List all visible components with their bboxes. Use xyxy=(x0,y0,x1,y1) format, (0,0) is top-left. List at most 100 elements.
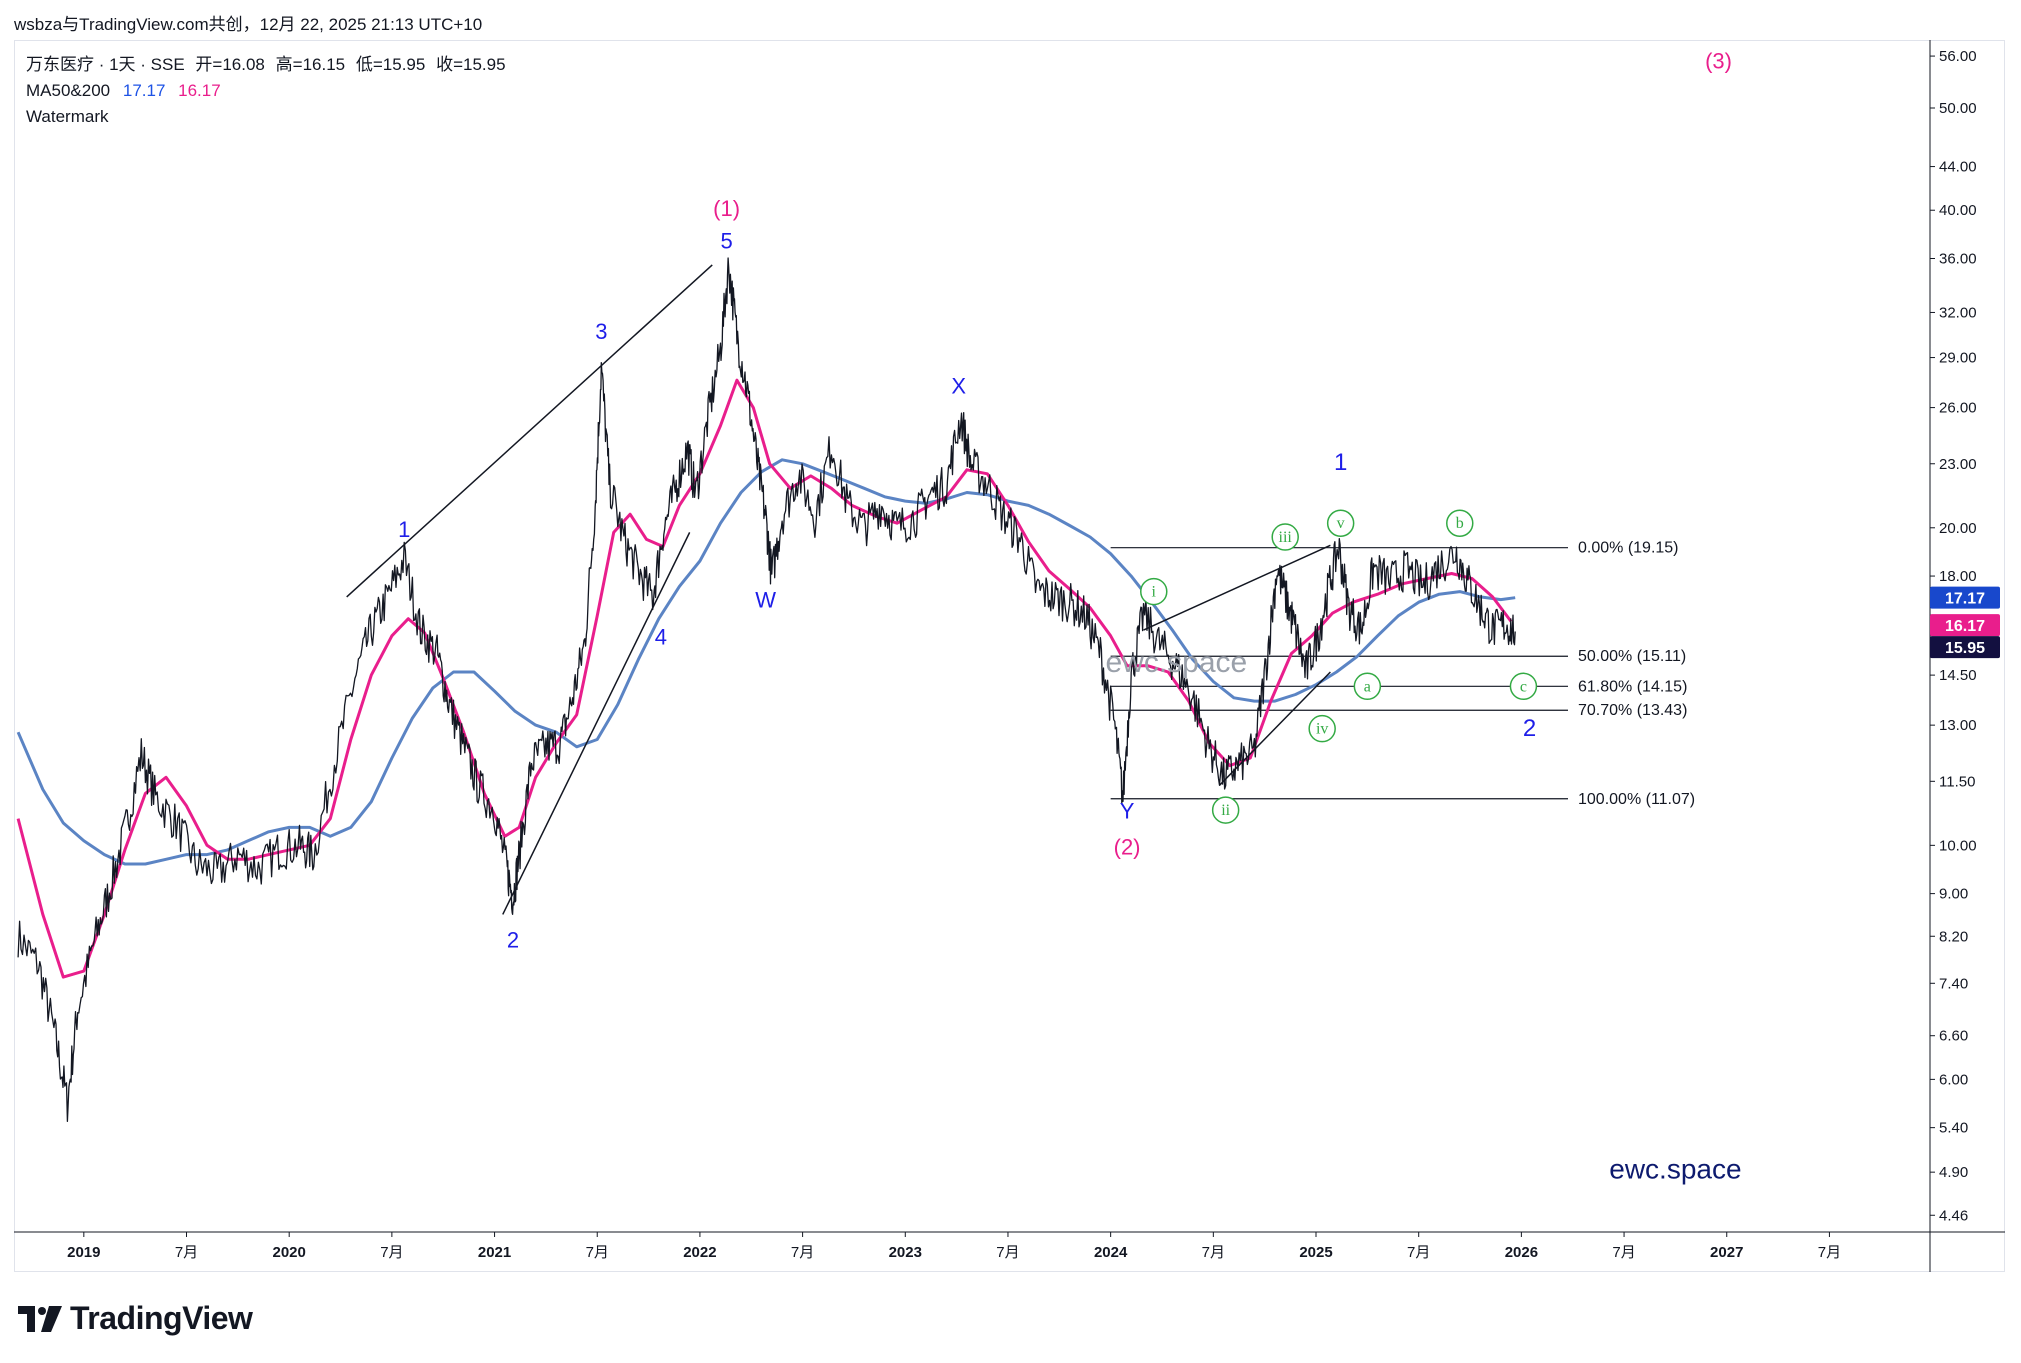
price-badge-label: 17.17 xyxy=(1945,591,1985,608)
time-tick-label: 7月 xyxy=(791,1244,814,1261)
wave-label: (1) xyxy=(713,196,740,221)
wave-circle xyxy=(1211,796,1240,824)
tradingview-brand[interactable]: TradingView xyxy=(18,1300,253,1337)
time-tick-label: 7月 xyxy=(996,1244,1019,1261)
time-tick-label: 2026 xyxy=(1505,1244,1538,1261)
time-tick-label: 7月 xyxy=(1818,1244,1841,1261)
wave-circle-label: ii xyxy=(1221,802,1230,819)
watermark-row[interactable]: Watermark xyxy=(26,104,506,130)
price-tick-label: 14.50 xyxy=(1939,667,1977,684)
wedge-lines-layer xyxy=(346,264,1331,915)
price-tick-label: 4.90 xyxy=(1939,1164,1968,1181)
low-value: 低=15.95 xyxy=(355,55,426,74)
price-tick-label: 4.46 xyxy=(1939,1207,1968,1224)
price-tick-label: 18.00 xyxy=(1939,568,1977,585)
wave-circle xyxy=(1308,714,1336,743)
fib-level-label: 0.00% (19.15) xyxy=(1578,540,1679,557)
wave-label: (2) xyxy=(1114,835,1141,860)
time-tick-label: 2025 xyxy=(1299,1244,1332,1261)
fib-level-label: 61.80% (14.15) xyxy=(1578,678,1687,695)
wedge-trend-line xyxy=(502,532,691,915)
price-badge xyxy=(1930,614,2000,637)
wave-labels-layer: (1)53142WXY(2)12(3)iiiiiiivvabcewc.space… xyxy=(398,49,1741,1185)
time-tick-label: 2027 xyxy=(1710,1244,1743,1261)
wave-label: X xyxy=(951,374,966,399)
wave-circle xyxy=(1509,672,1538,701)
price-tick-label: 9.00 xyxy=(1939,886,1968,903)
price-tick-label: 23.00 xyxy=(1939,456,1977,473)
price-tick-label: 32.00 xyxy=(1939,304,1977,321)
price-badge-label: 15.95 xyxy=(1945,640,1985,657)
wave-label: W xyxy=(755,588,776,613)
fib-retracement-layer: 0.00% (19.15) 50.00% (15.11) 61.80% (14.15… xyxy=(1110,540,1695,808)
fib-level-label: 50.00% (15.11) xyxy=(1578,648,1686,665)
ma200-legend-value: 16.17 xyxy=(178,81,221,100)
time-tick-label: 2024 xyxy=(1094,1244,1128,1261)
wave-label: 2 xyxy=(1523,715,1536,742)
wedge-trend-line xyxy=(1143,544,1331,631)
price-tick-label: 50.00 xyxy=(1939,100,1977,117)
price-tick-label: 20.00 xyxy=(1939,520,1977,537)
wave-circle-label: v xyxy=(1337,515,1345,532)
price-tick-label: 26.00 xyxy=(1939,400,1977,417)
time-tick-label: 2021 xyxy=(478,1244,511,1261)
ma-row[interactable]: MA50&200 17.17 16.17 xyxy=(26,78,506,104)
price-badge-label: 16.17 xyxy=(1945,618,1985,635)
price-tick-label: 29.00 xyxy=(1939,350,1977,367)
time-tick-label: 7月 xyxy=(175,1244,198,1261)
wave-label: 3 xyxy=(595,319,607,344)
price-tick-label: 11.50 xyxy=(1939,773,1975,790)
price-tick-label: 6.00 xyxy=(1939,1071,1968,1088)
wave-circle xyxy=(1326,509,1355,537)
symbol-title[interactable]: 万东医疗 · 1天 · SSE xyxy=(26,55,185,74)
time-tick-label: 2019 xyxy=(67,1244,100,1261)
time-tick-label: 7月 xyxy=(1612,1244,1635,1261)
price-tick-label: 5.40 xyxy=(1939,1120,1968,1137)
ma-indicator-label[interactable]: MA50&200 xyxy=(26,81,111,100)
price-tick-label: 40.00 xyxy=(1939,202,1977,219)
moving-average-layer xyxy=(16,378,1516,979)
wave-label: 1 xyxy=(398,517,410,542)
price-badge xyxy=(1930,586,2000,609)
wave-label: 2 xyxy=(507,928,519,953)
price-tick-label: 8.20 xyxy=(1939,928,1968,945)
time-tick-label: 2022 xyxy=(683,1244,716,1261)
wedge-trend-line xyxy=(1218,671,1331,786)
price-tick-label: 56.00 xyxy=(1939,48,1977,65)
wave-circle-label: i xyxy=(1152,584,1157,601)
price-layer xyxy=(17,257,1516,1123)
axes-layer: 56.0050.0044.0040.0036.0032.0029.0026.00… xyxy=(14,40,2005,1272)
wave-circle xyxy=(1353,672,1382,701)
time-tick-label: 7月 xyxy=(1407,1244,1430,1261)
close-value: 收=15.95 xyxy=(436,55,506,74)
price-tick-label: 13.00 xyxy=(1939,717,1977,734)
wave-circle xyxy=(1140,577,1168,606)
wave-label: 1 xyxy=(1334,449,1347,476)
watermark-indicator-label[interactable]: Watermark xyxy=(26,107,109,126)
price-series-line xyxy=(17,257,1516,1123)
fib-level-label: 70.70% (13.43) xyxy=(1578,702,1687,719)
chart-credit: wsbza与TradingView.com共创，12月 22, 2025 21:… xyxy=(14,15,483,34)
wave-label: 5 xyxy=(720,228,732,253)
wave-circle-label: a xyxy=(1364,678,1371,695)
price-tick-label: 36.00 xyxy=(1939,250,1977,267)
ma50-legend-value: 17.17 xyxy=(122,81,166,100)
time-tick-label: 2020 xyxy=(273,1244,306,1261)
time-tick-label: 7月 xyxy=(1202,1244,1225,1261)
watermark-text: ewc.space xyxy=(1105,646,1247,679)
open-value: 开=16.08 xyxy=(195,55,265,74)
symbol-row: 万东医疗 · 1天 · SSE 开=16.08 高=16.15 低=15.95 … xyxy=(26,52,506,78)
price-tick-label: 44.00 xyxy=(1939,159,1977,176)
time-tick-label: 7月 xyxy=(380,1244,403,1261)
wave-circle-label: c xyxy=(1520,678,1527,695)
tradingview-wordmark: TradingView xyxy=(70,1300,253,1336)
price-badges-layer: 17.17 16.17 15.95 xyxy=(1930,586,2000,659)
wave-label: Y xyxy=(1120,799,1135,824)
tradingview-logo-icon xyxy=(18,1305,62,1332)
fib-level-label: 100.00% (11.07) xyxy=(1578,791,1695,808)
wave-circle-label: iii xyxy=(1279,529,1293,546)
chart-frame[interactable] xyxy=(14,40,2005,1272)
wave-circle-label: iv xyxy=(1316,721,1328,738)
watermark-text: ewc.space xyxy=(1609,1154,1741,1185)
